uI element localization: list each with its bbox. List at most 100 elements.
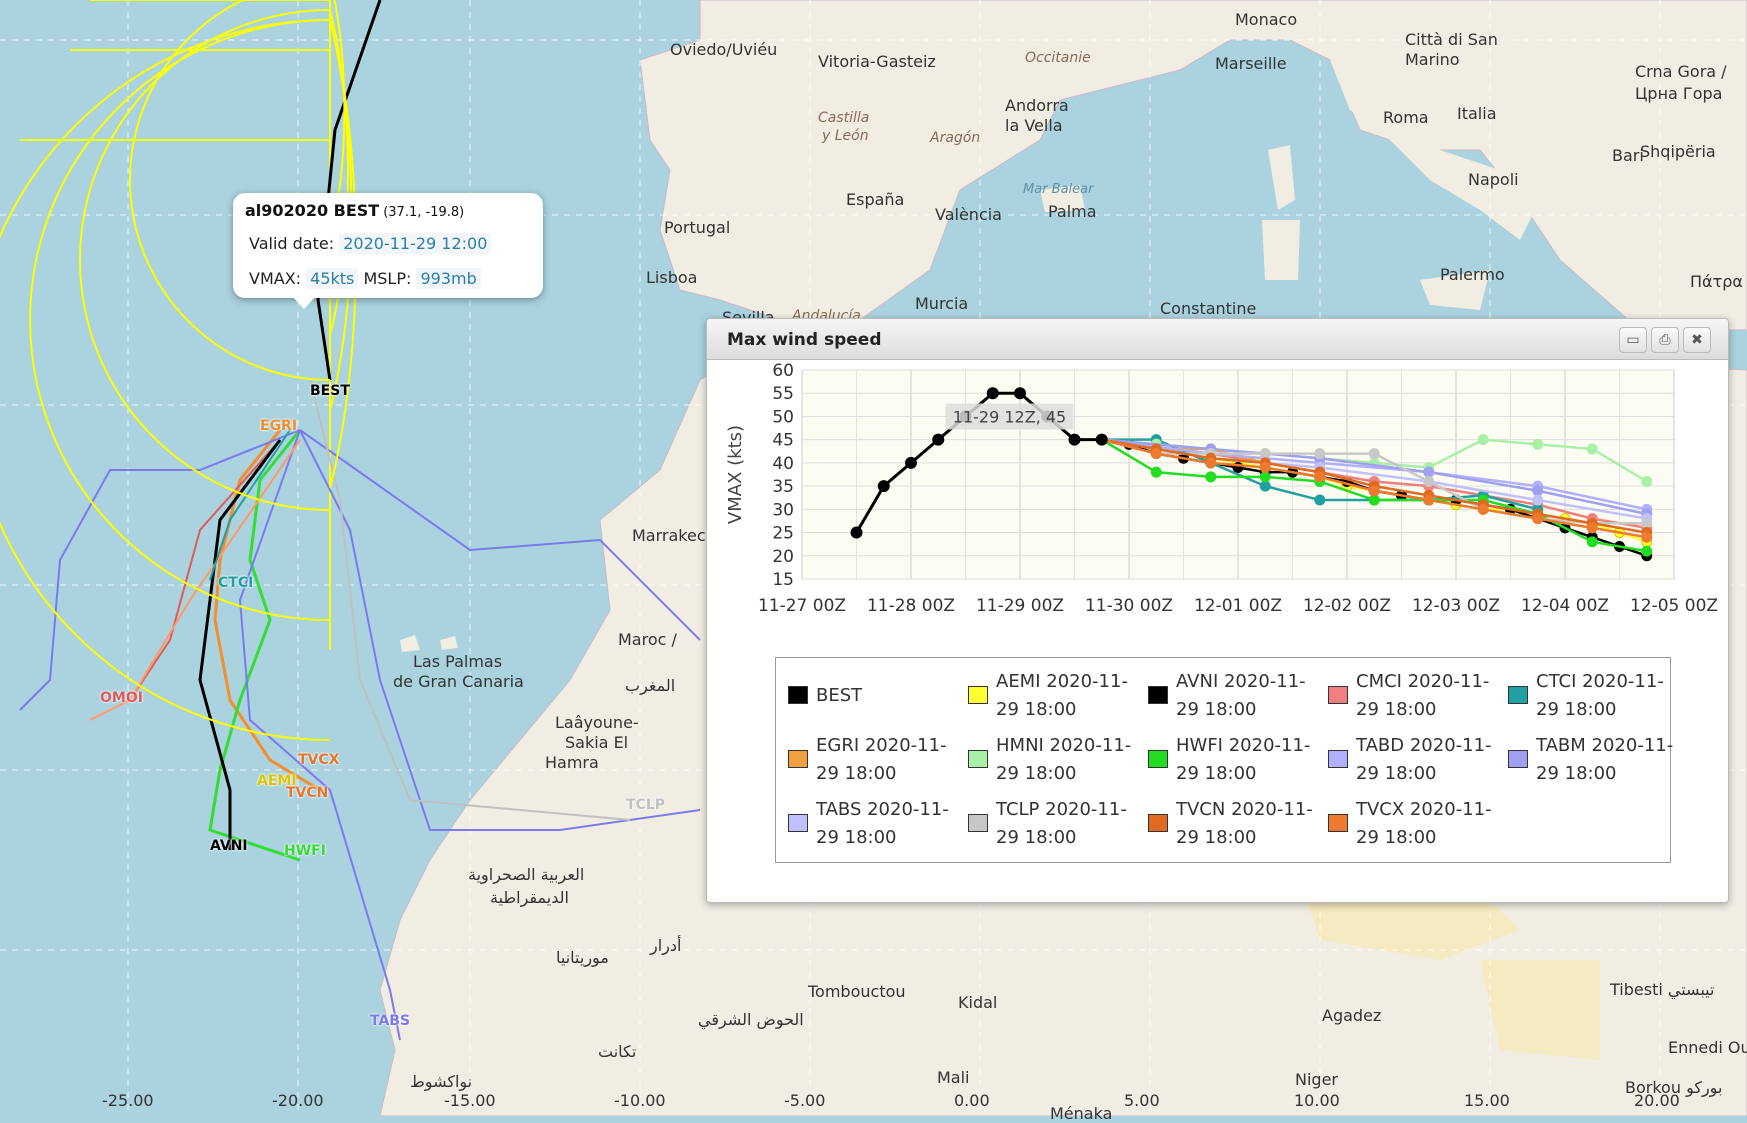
track-line	[238, 429, 401, 1041]
vmax-label: VMAX:	[249, 269, 302, 288]
place-label: Palermo	[1440, 265, 1505, 284]
legend-item[interactable]: TABS 2020-11- 29 18:00	[782, 792, 957, 850]
place-label: Marino	[1405, 50, 1460, 69]
y-axis-label: VMAX (kts)	[725, 425, 746, 524]
data-point	[1205, 457, 1217, 469]
data-point	[1586, 522, 1598, 534]
data-point	[1641, 545, 1653, 557]
save-button[interactable]: ▭	[1619, 327, 1647, 353]
legend-item[interactable]: CMCI 2020-11- 29 18:00	[1322, 664, 1497, 722]
y-tick-label: 50	[772, 407, 794, 427]
place-label: Mali	[937, 1068, 970, 1087]
storm-label[interactable]: EGRI	[260, 418, 298, 434]
longitude-label: -15.00	[444, 1091, 496, 1110]
legend-item[interactable]: TVCX 2020-11- 29 18:00	[1322, 792, 1497, 850]
legend-item[interactable]: HMNI 2020-11- 29 18:00	[962, 728, 1137, 786]
print-icon: ⎙	[1659, 332, 1671, 348]
legend-label: AVNI 2020-11- 29 18:00	[1176, 671, 1306, 720]
land-europe	[639, 0, 1747, 331]
print-button[interactable]: ⎙	[1651, 327, 1679, 353]
place-label: Hamra	[545, 753, 599, 772]
window-titlebar[interactable]: Max wind speed ▭ ⎙ ✖	[707, 319, 1728, 360]
island-corsica	[1268, 145, 1295, 210]
data-point	[1259, 471, 1271, 483]
legend-item[interactable]: BEST	[782, 664, 957, 722]
storm-label[interactable]: AEMI	[257, 773, 297, 789]
data-point	[850, 526, 863, 539]
mslp-label: MSLP:	[363, 269, 412, 288]
storm-label[interactable]: TCLP	[626, 797, 666, 813]
storm-label[interactable]: BEST	[310, 383, 350, 399]
place-label: Monaco	[1235, 10, 1298, 29]
legend-item[interactable]: AEMI 2020-11- 29 18:00	[962, 664, 1137, 722]
data-point	[1368, 448, 1380, 460]
legend-item[interactable]: EGRI 2020-11- 29 18:00	[782, 728, 957, 786]
legend-item[interactable]: HWFI 2020-11- 29 18:00	[1142, 728, 1317, 786]
track-line	[198, 439, 282, 850]
storm-label[interactable]: CTCI	[218, 575, 254, 591]
legend-swatch	[1508, 750, 1528, 768]
valid-date-label: Valid date:	[249, 234, 335, 253]
desert-patch	[1480, 960, 1600, 1060]
place-label: موريتانيا	[556, 948, 609, 967]
legend-item[interactable]: TVCN 2020-11- 29 18:00	[1142, 792, 1317, 850]
place-label: España	[846, 190, 905, 209]
storm-label[interactable]: OMOI	[100, 690, 143, 706]
place-label: Laâyoune-	[555, 713, 639, 732]
place-label: Niger	[1295, 1070, 1338, 1089]
track-line	[309, 379, 631, 821]
legend-label: EGRI 2020-11- 29 18:00	[816, 735, 947, 784]
place-label: أدرار	[650, 936, 682, 955]
close-icon: ✖	[1691, 332, 1703, 348]
longitude-label: 15.00	[1464, 1091, 1510, 1110]
legend-label: HWFI 2020-11- 29 18:00	[1176, 735, 1311, 784]
longitude-label: -10.00	[614, 1091, 666, 1110]
storm-label[interactable]: TABS	[370, 1013, 411, 1029]
x-tick-label: 12-03 00Z	[1412, 596, 1500, 616]
legend-item[interactable]: TCLP 2020-11- 29 18:00	[962, 792, 1137, 850]
place-label: Las Palmas	[413, 652, 503, 671]
data-point	[1477, 503, 1489, 515]
legend-label: CMCI 2020-11- 29 18:00	[1356, 671, 1490, 720]
storm-label[interactable]: HWFI	[284, 843, 326, 859]
place-label: Constantine	[1160, 299, 1257, 318]
sea-label: Mar Balear	[1023, 182, 1094, 197]
max-wind-speed-window[interactable]: Max wind speed ▭ ⎙ ✖ 15 20 25 30 35 40 45 50 55 6…	[706, 318, 1729, 903]
longitude-label: 20.00	[1634, 1091, 1680, 1110]
place-label: Tombouctou	[808, 982, 906, 1001]
data-point	[1259, 480, 1271, 492]
longitude-label: 10.00	[1294, 1091, 1340, 1110]
legend-item[interactable]: CTCI 2020-11- 29 18:00	[1502, 664, 1677, 722]
popup-coords: (37.1, -19.8)	[383, 205, 465, 220]
x-tick-label: 12-02 00Z	[1303, 596, 1391, 616]
place-label: العربية الصحراوية	[468, 865, 585, 884]
place-label: Tibesti تيبستي	[1610, 980, 1715, 999]
legend-swatch	[1508, 686, 1528, 704]
legend-swatch	[1148, 814, 1168, 832]
data-point	[1068, 433, 1081, 446]
track-line	[299, 429, 701, 641]
save-icon: ▭	[1626, 332, 1640, 348]
tooltip-box	[945, 403, 1074, 430]
track-line	[316, 0, 382, 381]
y-tick-label: 35	[772, 477, 794, 497]
storm-label[interactable]: TVCX	[298, 752, 340, 768]
data-point	[1532, 438, 1544, 450]
legend-item[interactable]: AVNI 2020-11- 29 18:00	[1142, 664, 1317, 722]
close-button[interactable]: ✖	[1683, 327, 1711, 353]
data-point	[1314, 448, 1326, 460]
data-point	[877, 480, 890, 493]
legend-item[interactable]: TABM 2020-11- 29 18:00	[1502, 728, 1677, 786]
y-tick-label: 40	[772, 454, 794, 474]
place-label: Vitoria-Gasteiz	[818, 52, 936, 71]
storm-label[interactable]: TVCN	[286, 785, 329, 801]
place-label: Palma	[1048, 202, 1097, 221]
popup-storm-id: al902020 BEST	[245, 201, 380, 220]
legend-item[interactable]: TABD 2020-11- 29 18:00	[1322, 728, 1497, 786]
mslp-value: 993mb	[416, 268, 481, 289]
storm-label[interactable]: AVNI	[210, 838, 248, 854]
legend-swatch	[968, 750, 988, 768]
vmax-value: 45kts	[306, 268, 359, 289]
data-point	[1641, 531, 1653, 543]
legend-swatch	[1328, 686, 1348, 704]
